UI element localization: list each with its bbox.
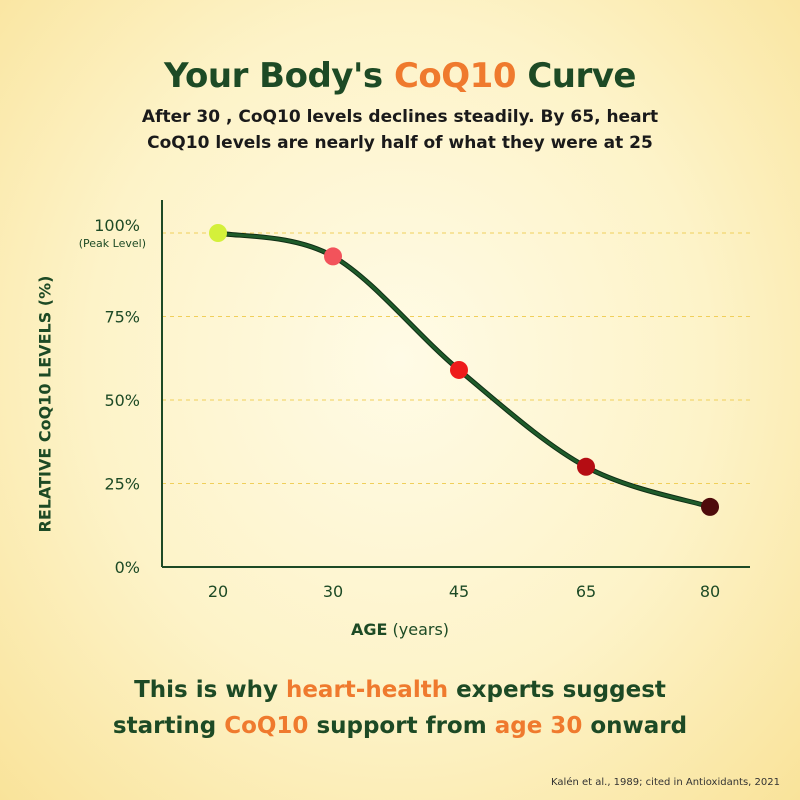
subtitle-line-1: After 30 , CoQ10 levels declines steadil… [141, 107, 659, 127]
y-tick-sublabel: (Peak Level) [79, 237, 146, 250]
x-tick-label-80: 80 [700, 582, 720, 601]
footer-l2-a: starting [112, 713, 225, 739]
x-tick-label-30: 30 [323, 582, 343, 601]
footer-l1-b: experts suggest [448, 677, 666, 703]
citation: Kalén et al., 1989; cited in Antioxidant… [551, 777, 780, 788]
page-title: Your Body's CoQ10 Curve [0, 56, 800, 96]
footer-l2-accent-1: CoQ10 [224, 713, 309, 739]
x-tick-label-65: 65 [576, 582, 596, 601]
y-tick-label-25: 25% [104, 475, 140, 494]
x-axis-label: AGE (years) [0, 620, 800, 639]
footer-l1-a: This is why [134, 677, 286, 703]
subtitle: After 30 , CoQ10 levels declines steadil… [100, 104, 700, 156]
y-tick-label-75: 75% [104, 308, 140, 327]
y-tick-label-0: 0% [115, 558, 140, 577]
footer-line-2: starting CoQ10 support from age 30 onwar… [60, 708, 740, 744]
data-point-age-65 [577, 457, 595, 476]
data-point-age-20 [209, 224, 227, 242]
footer-l2-c: onward [582, 713, 688, 739]
y-tick-label-100: 100% [94, 216, 140, 235]
x-axis-label-unit: (years) [392, 620, 450, 639]
footer-line-1: This is why heart-health experts suggest [60, 672, 740, 708]
x-tick-label-45: 45 [449, 582, 469, 601]
data-point-age-45 [450, 360, 468, 379]
x-axis-label-main: AGE [350, 620, 388, 639]
data-point-age-80 [701, 497, 719, 516]
footer-l1-accent: heart-health [285, 677, 449, 703]
footer-message: This is why heart-health experts suggest… [60, 672, 740, 744]
y-tick-label-50: 50% [104, 391, 140, 410]
footer-l2-b: support from [308, 713, 495, 739]
y-axis-label-text: RELATIVE CoQ10 LEVELS (%) [35, 275, 55, 533]
title-prefix: Your Body's [164, 56, 394, 96]
x-tick-label-20: 20 [208, 582, 228, 601]
subtitle-line-2: CoQ10 levels are nearly half of what the… [147, 133, 653, 153]
title-accent: CoQ10 [393, 56, 517, 96]
title-suffix: Curve [515, 56, 636, 96]
footer-l2-accent-2: age 30 [494, 713, 583, 739]
data-point-age-30 [324, 247, 342, 266]
